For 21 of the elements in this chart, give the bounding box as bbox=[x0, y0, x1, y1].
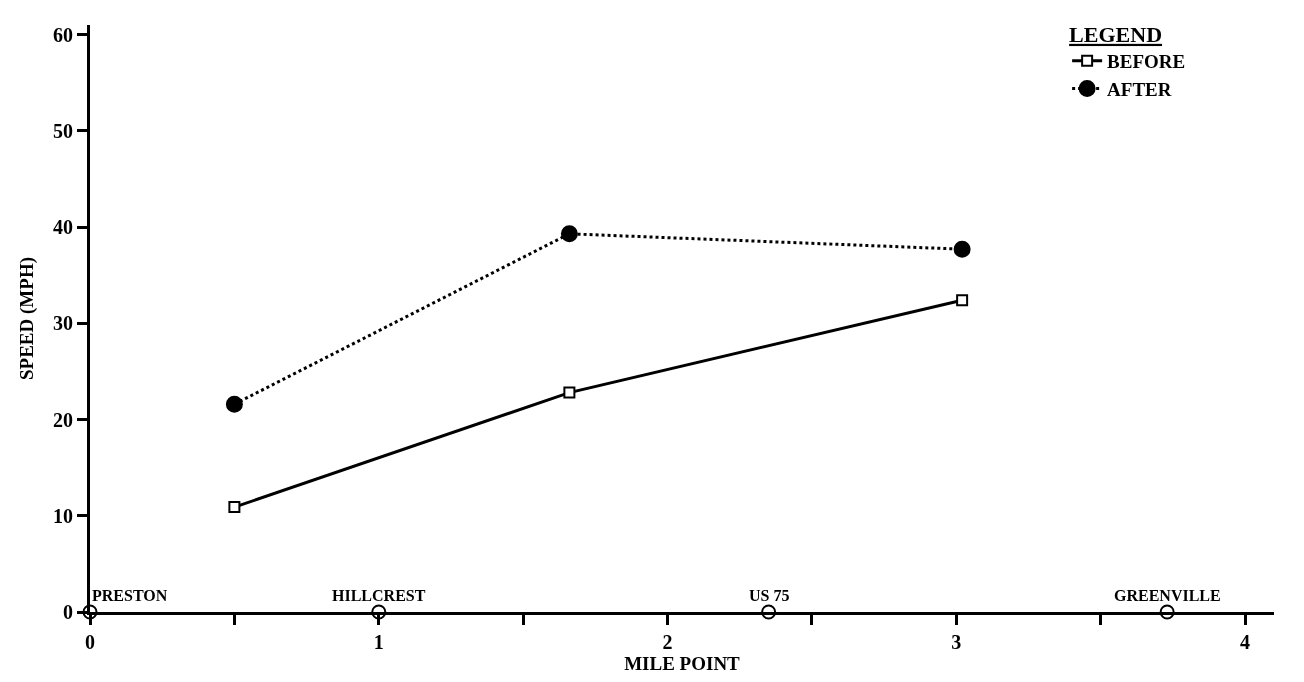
y-tick-label: 10 bbox=[53, 504, 73, 527]
y-tick-label: 30 bbox=[53, 312, 73, 335]
y-tick-label: 20 bbox=[53, 408, 73, 431]
y-tick-label: 50 bbox=[53, 119, 73, 142]
legend-label: BEFORE bbox=[1107, 51, 1186, 73]
annotation: HILLCREST bbox=[332, 587, 426, 604]
y-tick-label: 0 bbox=[63, 601, 73, 623]
y-axis-title: SPEED (MPH) bbox=[15, 257, 38, 380]
annotation: PRESTON bbox=[92, 587, 168, 604]
legend-label: AFTER bbox=[1107, 78, 1172, 100]
x-tick-label: 4 bbox=[1240, 631, 1251, 653]
x-tick-label: 0 bbox=[85, 631, 95, 653]
annotation: US 75 bbox=[749, 587, 790, 604]
x-axis-title: MILE POINT bbox=[624, 653, 741, 674]
y-tick-label: 60 bbox=[53, 23, 73, 46]
legend-title: LEGEND bbox=[1069, 21, 1163, 47]
y-tick-label: 40 bbox=[53, 216, 73, 239]
x-tick-label: 2 bbox=[662, 631, 673, 653]
x-tick-label: 1 bbox=[373, 631, 384, 653]
x-tick-label: 3 bbox=[951, 631, 962, 653]
annotation: GREENVILLE bbox=[1114, 587, 1221, 604]
